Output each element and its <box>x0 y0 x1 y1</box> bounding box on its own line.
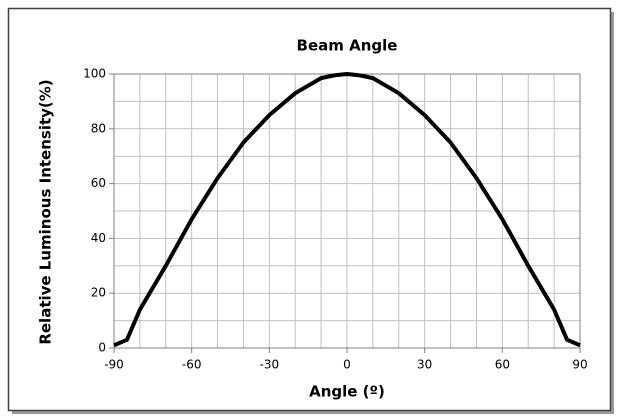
y-tick-label: 100 <box>83 67 106 81</box>
y-axis-label: Relative Luminous Intensity(%) <box>37 79 55 344</box>
x-tick-label: -90 <box>104 358 124 372</box>
frame <box>7 7 612 412</box>
x-tick-label: 0 <box>343 358 351 372</box>
x-axis-label: Angle (º) <box>309 383 385 401</box>
x-tick-label: -30 <box>260 358 280 372</box>
y-tick-label: 60 <box>91 176 106 190</box>
x-tick-label: -60 <box>182 358 202 372</box>
y-tick-label: 40 <box>91 231 106 245</box>
x-tick-label: 30 <box>417 358 432 372</box>
y-tick-label: 0 <box>98 341 106 355</box>
y-tick-label: 80 <box>91 121 106 135</box>
x-tick-label: 60 <box>495 358 510 372</box>
line <box>113 72 581 348</box>
chart-title: Beam Angle <box>297 37 398 55</box>
x-tick-label: 90 <box>572 358 587 372</box>
y-tick-label: 20 <box>91 286 106 300</box>
plot-area: 0 20 40 60 80 100 -90 -60 -30 0 30 60 90 <box>83 67 588 372</box>
